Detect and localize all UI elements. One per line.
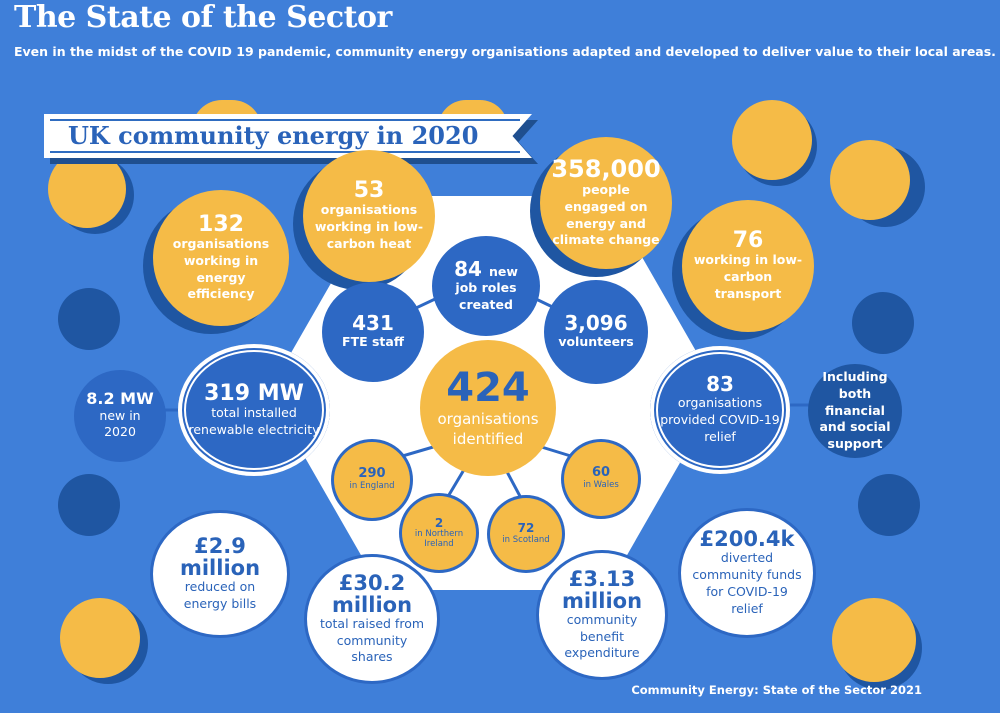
- stat-value: 319 MW: [204, 380, 304, 406]
- stat-label: Including both financial and social supp…: [819, 368, 891, 452]
- stat-value: 83: [706, 372, 734, 397]
- stat-shares: £30.2 million total raised from communit…: [304, 554, 440, 684]
- stat-value: 53: [353, 178, 385, 204]
- stat-covid-relief: 83 organisations provided COVID-19 relie…: [650, 346, 790, 474]
- stat-covid-support: Including both financial and social supp…: [808, 364, 902, 458]
- stat-value: £200.4k: [699, 527, 795, 552]
- decor-circle: [58, 474, 120, 536]
- stat-new-mw: 8.2 MW new in 2020: [74, 370, 166, 462]
- stat-value: 8.2 MW: [86, 388, 154, 408]
- stat-value: £30.2 million: [331, 570, 413, 617]
- stat-people-engaged: 358,000 people engaged on energy and cli…: [540, 137, 672, 269]
- decor-circle: [60, 598, 140, 678]
- stat-value: 76: [732, 228, 764, 254]
- stat-label: in Northern Ireland: [414, 529, 464, 550]
- stat-label: volunteers: [558, 334, 634, 350]
- stat-label-inline: new: [488, 263, 518, 279]
- stat-scotland: 72 in Scotland: [490, 498, 562, 570]
- stat-label: new in 2020: [99, 407, 141, 440]
- stat-value: 424: [446, 364, 530, 411]
- banner-title: UK community energy in 2020: [68, 121, 479, 150]
- stat-northern-ireland: 2 in Northern Ireland: [402, 496, 476, 570]
- stat-label: in Scotland: [502, 534, 550, 545]
- stat-value: 132: [198, 211, 244, 237]
- stat-volunteers: 3,096 volunteers: [544, 280, 648, 384]
- stat-job-roles: 84 new job roles created: [432, 236, 540, 336]
- stat-label: job roles created: [455, 279, 517, 312]
- stat-value: 60: [591, 465, 611, 481]
- decor-circle: [732, 100, 812, 180]
- stat-label: FTE staff: [342, 334, 404, 350]
- source-note: Community Energy: State of the Sector 20…: [631, 683, 922, 697]
- stat-value: £3.13 million: [561, 566, 643, 613]
- stat-organisations: 424 organisations identified: [420, 340, 556, 476]
- stat-installed: 319 MW total installed renewable electri…: [178, 344, 330, 476]
- stat-label: organisations working in low-carbon heat: [314, 202, 424, 251]
- stat-label: in England: [349, 481, 395, 492]
- stat-label: in Wales: [583, 480, 619, 491]
- stat-bills: £2.9 million reduced on energy bills: [150, 510, 290, 638]
- stat-label: community benefit expenditure: [564, 611, 640, 661]
- stat-value: £2.9 million: [179, 534, 261, 581]
- page-title: The State of the Sector: [14, 0, 392, 35]
- stat-benefit: £3.13 million community benefit expendit…: [536, 550, 668, 680]
- stat-value: 2: [434, 515, 444, 530]
- stat-label: organisations working in energy efficien…: [172, 235, 270, 302]
- stat-value: 290: [358, 466, 386, 482]
- stat-label: total installed renewable electricity: [188, 404, 320, 437]
- stat-england: 290 in England: [334, 442, 410, 518]
- stat-wales: 60 in Wales: [564, 442, 638, 516]
- page-subtitle: Even in the midst of the COVID 19 pandem…: [14, 44, 996, 59]
- decor-circle: [858, 474, 920, 536]
- banner: [44, 114, 532, 158]
- stat-low-carbon-transport: 76 working in low-carbon transport: [682, 200, 814, 332]
- stat-funds: £200.4k diverted community funds for COV…: [678, 508, 816, 638]
- stat-energy-efficiency: 132 organisations working in energy effi…: [153, 190, 289, 326]
- stat-value: 358,000: [551, 154, 661, 183]
- decor-circle: [58, 288, 120, 350]
- stat-fte-staff: 431 FTE staff: [322, 282, 424, 382]
- decor-circle: [830, 140, 910, 220]
- stat-value: 72: [517, 520, 535, 535]
- stat-label: organisations provided COVID-19 relief: [660, 395, 780, 444]
- stat-value: 84: [454, 256, 482, 281]
- stat-label: people engaged on energy and climate cha…: [552, 181, 660, 248]
- stat-label: working in low-carbon transport: [693, 252, 803, 301]
- banner-border: [50, 119, 520, 153]
- stat-label: total raised from community shares: [319, 615, 425, 665]
- stat-value: 3,096: [564, 311, 628, 336]
- stat-value: 431: [352, 311, 394, 336]
- stat-low-carbon-heat: 53 organisations working in low-carbon h…: [303, 150, 435, 282]
- decor-circle: [832, 598, 916, 682]
- stat-label: organisations identified: [437, 409, 539, 448]
- decor-circle: [852, 292, 914, 354]
- stat-label: reduced on energy bills: [183, 579, 257, 612]
- stat-label: diverted community funds for COVID-19 re…: [692, 550, 802, 616]
